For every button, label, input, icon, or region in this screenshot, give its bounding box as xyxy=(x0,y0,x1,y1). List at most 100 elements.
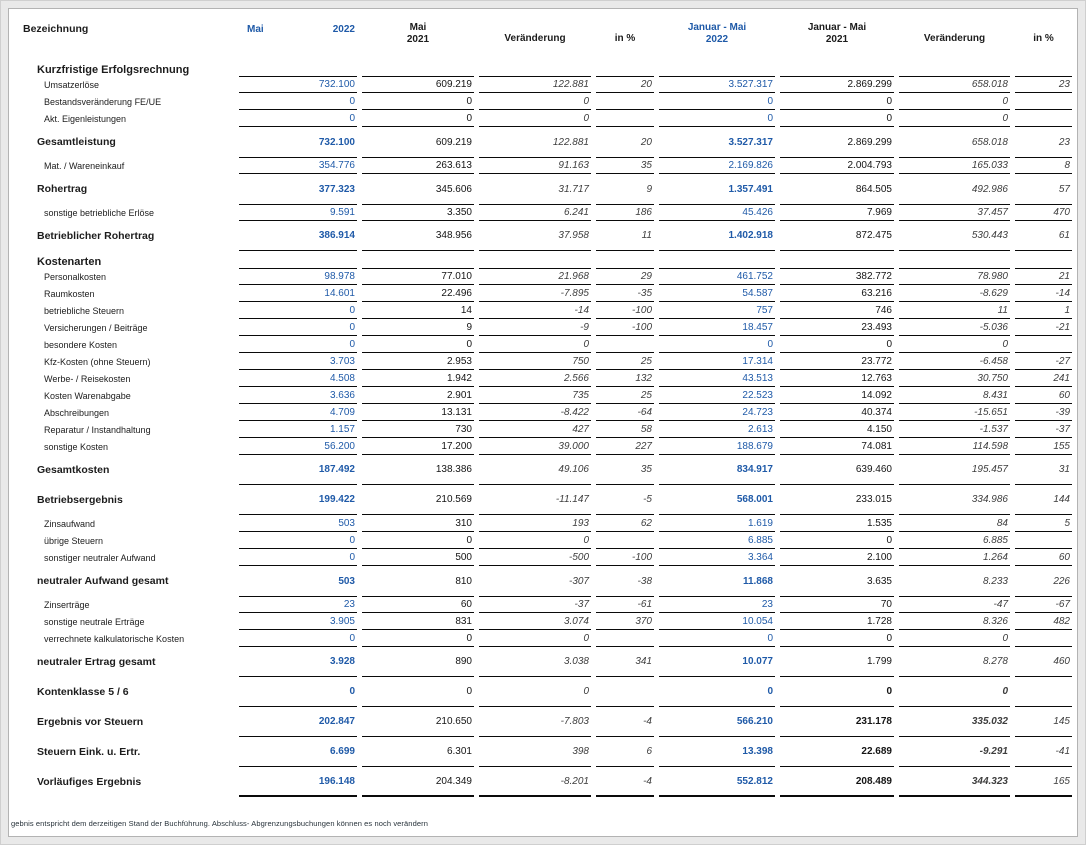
cell-col5: 10.054 xyxy=(659,613,775,630)
table-row: betriebliche Steuern 0 14 -14 -100 757 746 11 1 xyxy=(23,302,1072,319)
row-label: Kosten Warenabgabe xyxy=(44,390,131,401)
cell-col3: 31.717 xyxy=(558,183,589,195)
table-row: Vorläufiges Ergebnis 196.148 204.349 -8.201… xyxy=(23,767,1072,797)
cell-col4 xyxy=(596,110,654,127)
table-row: Bestandsveränderung FE/UE 0 0 0 0 0 0 xyxy=(23,93,1072,110)
cell-col8 xyxy=(1015,677,1072,707)
cell-col3: 0 xyxy=(479,110,591,127)
column-header-januar-mai-2021: Januar - Mai 2021 xyxy=(780,17,894,59)
cell-col3: 21.968 xyxy=(479,268,591,285)
cell-col8: -21 xyxy=(1015,319,1072,336)
cell-col2: 0 xyxy=(362,336,474,353)
cell-col1: 4.508 xyxy=(239,370,357,387)
cell-col8 xyxy=(1015,93,1072,110)
cell-col8: 226 xyxy=(1053,575,1070,587)
column-header-veraenderung-1: Veränderung xyxy=(504,33,566,44)
cell-col6: 70 xyxy=(780,596,894,613)
cell-col3: -7.895 xyxy=(479,285,591,302)
cell-col8: 57 xyxy=(1058,183,1070,195)
cell-col3: 427 xyxy=(479,421,591,438)
table-row: Mat. / Wareneinkauf 354.776 263.613 91.163 3… xyxy=(23,157,1072,174)
cell-col7: 8.326 xyxy=(899,613,1010,630)
cell-col4: -4 xyxy=(596,707,654,737)
cell-col3: 750 xyxy=(479,353,591,370)
cell-col4: 35 xyxy=(596,157,654,174)
cell-col7: 0 xyxy=(899,630,1010,647)
table-row: Betrieblicher Rohertrag 386.914 348.956 37.… xyxy=(23,221,1072,251)
cell-col7: 84 xyxy=(899,515,1010,532)
cell-col2: 345.606 xyxy=(435,183,472,195)
cell-col7: 492.986 xyxy=(971,183,1008,195)
cell-col1: 14.601 xyxy=(239,285,357,302)
cell-col5: 45.426 xyxy=(659,204,775,221)
cell-col6: 4.150 xyxy=(780,421,894,438)
cell-col4: 341 xyxy=(596,647,654,677)
row-label: Reparatur / Instandhaltung xyxy=(44,424,151,435)
cell-col7: 8.278 xyxy=(899,647,1010,677)
cell-col1: 56.200 xyxy=(239,438,357,455)
table-row: Personalkosten 98.978 77.010 21.968 29 461.75… xyxy=(23,268,1072,285)
cell-col6: 14.092 xyxy=(780,387,894,404)
cell-col4 xyxy=(596,630,654,647)
cell-col4: 132 xyxy=(596,370,654,387)
cell-col2: 0 xyxy=(362,532,474,549)
cell-col7: -5.036 xyxy=(899,319,1010,336)
cell-col6: 0 xyxy=(780,336,894,353)
table-row: sonstige Kosten 56.200 17.200 39.000 227 188.… xyxy=(23,438,1072,455)
cell-col8: -27 xyxy=(1015,353,1072,370)
cell-col6: 746 xyxy=(780,302,894,319)
cell-col7: 165.033 xyxy=(899,157,1010,174)
cell-col5: 22.523 xyxy=(659,387,775,404)
row-label: sonstige neutrale Erträge xyxy=(44,616,145,627)
row-label: Bestandsveränderung FE/UE xyxy=(44,96,162,107)
cell-col5: 1.619 xyxy=(659,515,775,532)
cell-col5: 23 xyxy=(659,596,775,613)
row-label: Vorläufiges Ergebnis xyxy=(37,776,142,788)
cell-col3: -500 xyxy=(479,549,591,566)
cell-col7: 11 xyxy=(899,302,1010,319)
cell-col6: 2.869.299 xyxy=(780,76,894,93)
cell-col7: 658.018 xyxy=(971,136,1008,148)
cell-col7: -15.651 xyxy=(899,404,1010,421)
cell-col2: 348.956 xyxy=(362,221,474,251)
cell-col8: 23 xyxy=(1015,76,1072,93)
cell-col1: 0 xyxy=(239,677,357,707)
column-header-januar-mai-2022: Januar - Mai 2022 xyxy=(659,17,775,59)
cell-col1: 196.148 xyxy=(239,767,357,797)
cell-col2: 500 xyxy=(362,549,474,566)
cell-col6: 22.689 xyxy=(780,737,894,767)
row-label: Ergebnis vor Steuern xyxy=(37,716,144,728)
cell-col5: 834.917 xyxy=(659,455,775,485)
cell-col2: 3.350 xyxy=(362,204,474,221)
cell-col2: 138.386 xyxy=(362,455,474,485)
cell-col5: 2.169.826 xyxy=(659,157,775,174)
cell-col3: 37.958 xyxy=(479,221,591,251)
table-row: Abschreibungen 4.709 13.131 -8.422 -64 24.723… xyxy=(23,404,1072,421)
cell-col6: 0 xyxy=(780,630,894,647)
cell-col5: 0 xyxy=(659,336,775,353)
table-row: Akt. Eigenleistungen 0 0 0 0 0 0 xyxy=(23,110,1072,127)
row-label: Zinsaufwand xyxy=(44,518,96,529)
cell-col4 xyxy=(596,93,654,110)
column-header-januar-mai-2022-line1: Januar - Mai xyxy=(687,22,747,33)
row-label: Werbe- / Reisekosten xyxy=(44,373,131,384)
table-row: Raumkosten 14.601 22.496 -7.895 -35 54.587 63.… xyxy=(23,285,1072,302)
column-header-mai-2021: Mai 2021 xyxy=(362,17,474,59)
cell-col3: -8.201 xyxy=(479,767,591,797)
cell-col3: 122.881 xyxy=(552,136,589,148)
column-header-veraenderung-2: Veränderung xyxy=(923,33,986,44)
row-label: Steuern Eink. u. Ertr. xyxy=(37,746,141,758)
row-label: verrechnete kalkulatorische Kosten xyxy=(44,633,185,644)
table-row: übrige Steuern 0 0 0 6.885 0 6.885 xyxy=(23,532,1072,549)
table-row: Betriebsergebnis 199.422 210.569 -11.147 -5 5… xyxy=(23,485,1072,515)
cell-col1: 9.591 xyxy=(239,204,357,221)
cell-col6: 639.460 xyxy=(780,455,894,485)
cell-col7: 8.233 xyxy=(982,575,1008,587)
cell-col6: 382.772 xyxy=(780,268,894,285)
cell-col2: 0 xyxy=(362,677,474,707)
cell-col4: -4 xyxy=(596,767,654,797)
cell-col5: 0 xyxy=(659,630,775,647)
column-header-mai-2021-line2: 2021 xyxy=(406,33,430,45)
cell-col2: 2.953 xyxy=(362,353,474,370)
cell-col3: 122.881 xyxy=(479,76,591,93)
